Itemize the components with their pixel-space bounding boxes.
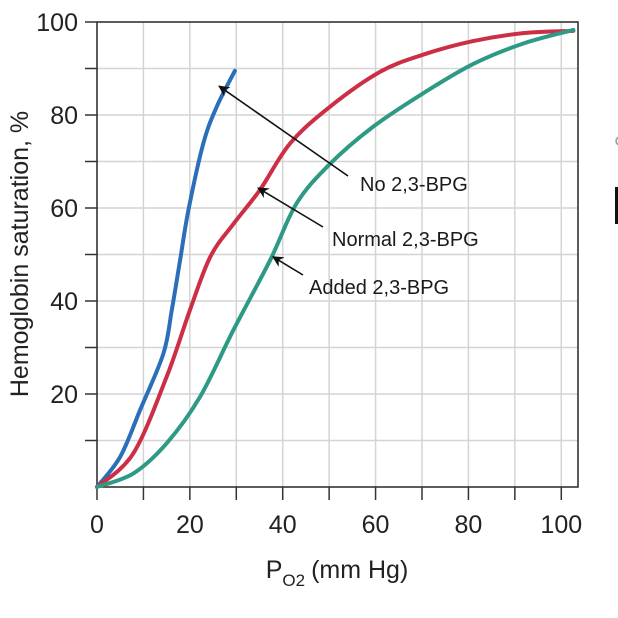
y-tick-label: 40 [50, 288, 78, 316]
annotation-arrow [218, 85, 349, 177]
series-lines [95, 27, 576, 489]
series-line-1 [95, 68, 237, 489]
grid [97, 22, 578, 487]
x-tick-label: 80 [455, 511, 483, 539]
cropped-mark [615, 136, 618, 146]
annotation-arrow [272, 256, 304, 276]
y-tick-label: 80 [50, 102, 78, 130]
series-line-3 [95, 27, 576, 489]
series-line-2 [95, 28, 576, 489]
axis-ticks: 0 20 40 60 80 100 20 40 60 80 100 [36, 9, 582, 539]
x-tick-label: 100 [540, 511, 582, 539]
annotation-arrow [257, 187, 324, 228]
x-tick-label: 60 [362, 511, 390, 539]
y-tick-label: 100 [36, 9, 78, 37]
y-tick-label: 60 [50, 195, 78, 223]
annotation-label: No 2,3-BPG [360, 174, 468, 196]
annotation-label: Normal 2,3-BPG [332, 229, 479, 251]
annotation-label: Added 2,3-BPG [309, 277, 449, 299]
x-tick-label: 20 [176, 511, 204, 539]
cropped-mark [615, 187, 618, 224]
x-tick-label: 0 [90, 511, 104, 539]
annotations: No 2,3-BPG Normal 2,3-BPG Added 2,3-BPG [218, 85, 479, 299]
y-tick-label: 20 [50, 381, 78, 409]
y-axis-label: Hemoglobin saturation, % [6, 111, 34, 397]
x-tick-label: 40 [269, 511, 297, 539]
x-axis-label: PO2 (mm Hg) [266, 556, 409, 590]
